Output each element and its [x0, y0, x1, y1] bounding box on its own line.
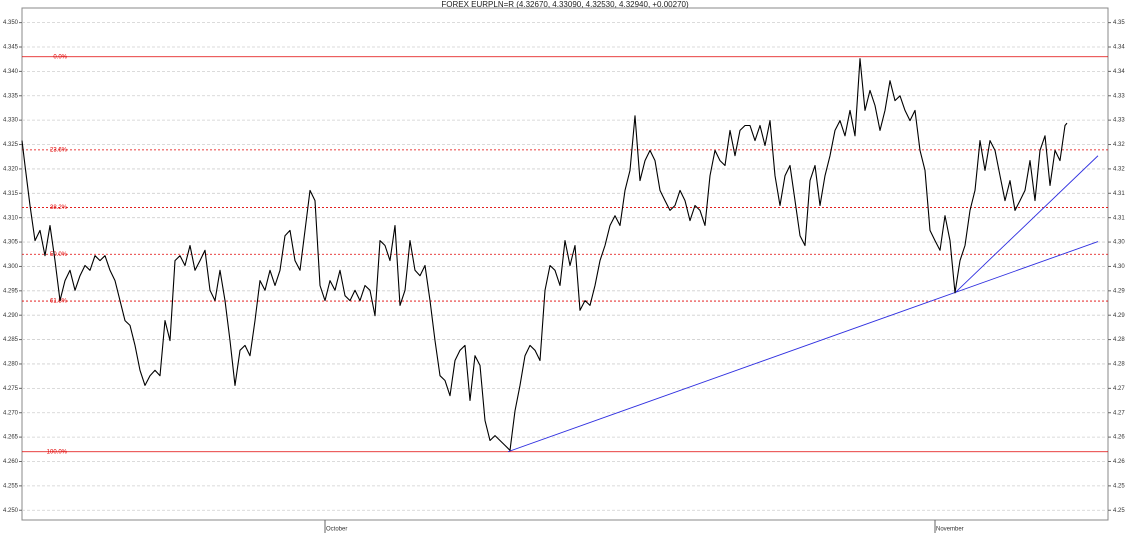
y2-tick-label: 4.32	[1113, 142, 1125, 148]
y2-tick-label: 4.25	[1113, 508, 1125, 514]
x-tick-label: November	[936, 527, 964, 533]
y2-tick-label: 4.28	[1113, 337, 1125, 343]
y2-tick-label: 4.31	[1113, 191, 1125, 197]
y-tick-label: 4.300	[3, 264, 19, 270]
trend-line	[507, 241, 1099, 453]
y-tick-label: 4.290	[3, 313, 19, 319]
y-tick-label: 4.330	[3, 118, 19, 124]
y2-tick-label: 4.26	[1113, 459, 1125, 465]
y2-tick-label: 4.32	[1113, 166, 1125, 172]
fib-label: 23.6%	[50, 147, 68, 153]
y2-tick-label: 4.26	[1113, 435, 1125, 441]
fib-label: 0.0%	[53, 54, 67, 60]
y-tick-label: 4.350	[3, 20, 19, 26]
fib-label: 61.8%	[50, 299, 68, 305]
fib-label: 50.0%	[50, 252, 68, 258]
y2-tick-label: 4.28	[1113, 362, 1125, 368]
y-tick-label: 4.275	[3, 386, 19, 392]
fib-label: 100.0%	[47, 449, 68, 455]
y2-tick-label: 4.33	[1113, 93, 1125, 99]
y-tick-label: 4.340	[3, 69, 19, 75]
y2-tick-label: 4.29	[1113, 313, 1125, 319]
y2-tick-label: 4.27	[1113, 410, 1125, 416]
fib-label: 38.2%	[50, 205, 68, 211]
y-tick-label: 4.280	[3, 362, 19, 368]
y-tick-label: 4.265	[3, 435, 19, 441]
y-tick-label: 4.305	[3, 240, 19, 246]
y-tick-label: 4.250	[3, 508, 19, 514]
y-tick-label: 4.335	[3, 93, 19, 99]
y-tick-label: 4.260	[3, 459, 19, 465]
chart-title: FOREX EURPLN=R (4.32670, 4.33090, 4.3253…	[441, 0, 689, 9]
y-tick-label: 4.310	[3, 215, 19, 221]
y-tick-label: 4.345	[3, 45, 19, 51]
y-tick-label: 4.285	[3, 337, 19, 343]
y-tick-label: 4.325	[3, 142, 19, 148]
y-tick-label: 4.270	[3, 410, 19, 416]
y-tick-label: 4.315	[3, 191, 19, 197]
y2-tick-label: 4.34	[1113, 45, 1125, 51]
y2-tick-label: 4.35	[1113, 20, 1125, 26]
y2-tick-label: 4.29	[1113, 288, 1125, 294]
trend-line	[954, 155, 1099, 294]
y-tick-label: 4.295	[3, 288, 19, 294]
y2-tick-label: 4.33	[1113, 118, 1125, 124]
y2-tick-label: 4.30	[1113, 240, 1125, 246]
y2-tick-label: 4.31	[1113, 215, 1125, 221]
y2-tick-label: 4.30	[1113, 264, 1125, 270]
y-tick-label: 4.320	[3, 166, 19, 172]
price-line	[21, 58, 1068, 451]
plot-frame	[21, 7, 1109, 521]
x-tick-label: October	[326, 527, 347, 533]
y-tick-label: 4.255	[3, 483, 19, 489]
y2-tick-label: 4.25	[1113, 483, 1125, 489]
y2-tick-label: 4.27	[1113, 386, 1125, 392]
y2-tick-label: 4.34	[1113, 69, 1125, 75]
